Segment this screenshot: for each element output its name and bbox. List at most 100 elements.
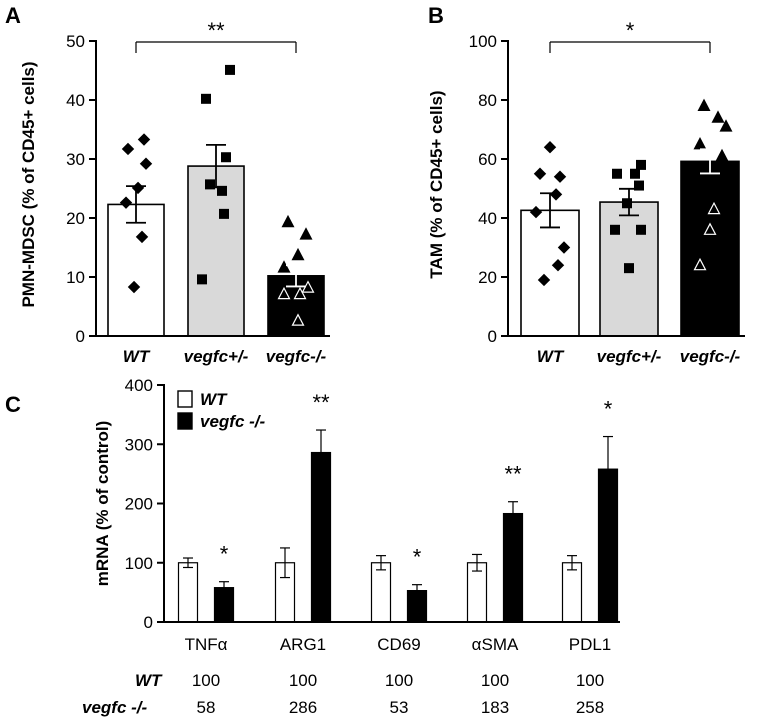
panel-b-y-tick-label: 100 <box>469 32 497 51</box>
panel-c-y-tick-label: 0 <box>144 613 153 632</box>
panel-c-table-row-label: WT <box>135 671 163 690</box>
panel-c-bar-vegfc-ko <box>406 589 428 623</box>
panel-b-data-point <box>636 159 646 170</box>
panel-c-table-cell: 100 <box>289 671 317 690</box>
panel-b-data-point <box>537 273 551 287</box>
panel-a-data-point <box>121 142 135 156</box>
panel-a-data-point <box>219 208 229 219</box>
panel-a-bar <box>107 203 165 337</box>
panel-c-significance: ** <box>504 462 522 487</box>
panel-c-table-cell: 100 <box>576 671 604 690</box>
panel-a-data-point <box>197 274 207 285</box>
panel-a-y-tick-label: 0 <box>76 327 85 346</box>
panel-a-y-tick-label: 10 <box>66 268 85 287</box>
panel-b-data-point <box>715 148 729 162</box>
panel-a-category-label: vegfc+/- <box>184 347 249 366</box>
panel-b-category-label: vegfc+/- <box>597 347 662 366</box>
panel-b-category-label: WT <box>537 347 565 366</box>
panel-c-y-tick-label: 100 <box>125 554 153 573</box>
panel-a-significance: ** <box>207 18 225 43</box>
panel-b-letter: B <box>428 3 444 28</box>
panel-b-data-point <box>624 263 634 274</box>
panel-c-bar-vegfc-ko <box>502 512 524 623</box>
panel-a-y-tick-label: 20 <box>66 209 85 228</box>
panel-a-category-label: vegfc-/- <box>266 347 327 366</box>
panel-b-y-tick-label: 40 <box>478 209 497 228</box>
panel-a-data-point <box>217 185 227 196</box>
panel-c-y-tick-label: 400 <box>125 376 153 395</box>
panel-c-y-tick-label: 300 <box>125 435 153 454</box>
panel-b-data-point <box>610 224 620 235</box>
panel-c-table-cell: 183 <box>481 698 509 717</box>
panel-b-y-tick-label: 20 <box>478 268 497 287</box>
panel-a-data-point <box>225 64 235 75</box>
panel-c-bar-vegfc-ko <box>597 468 619 623</box>
panel-a-data-point <box>281 214 295 228</box>
panel-c-category-label: PDL1 <box>569 635 612 654</box>
panel-c-legend-label: WT <box>200 390 228 409</box>
panel-b-data-point <box>693 136 707 150</box>
panel-b-data-point <box>703 222 717 235</box>
panel-b-data-point <box>543 140 557 154</box>
panel-c-significance: * <box>413 545 422 570</box>
panel-a-data-point <box>139 157 153 170</box>
panel-c-bar-wt <box>370 562 392 623</box>
panel-b-data-point <box>551 258 565 272</box>
panel-a-bar <box>187 165 245 337</box>
panel-c-legend-swatch-ko <box>177 412 193 430</box>
panel-b-y-tick-label: 80 <box>478 91 497 110</box>
panel-c-category-label: CD69 <box>377 635 420 654</box>
panel-a-data-point <box>277 286 291 300</box>
panel-a-data-point <box>137 133 151 146</box>
panel-c-significance: * <box>220 542 229 567</box>
panel-c-category-label: TNFα <box>185 635 228 654</box>
panel-a-category-label: WT <box>123 347 151 366</box>
panel-c-bar-wt <box>561 562 583 623</box>
panel-b-bar <box>520 209 580 337</box>
panel-a-data-point <box>131 181 145 195</box>
panel-a-y-tick-label: 30 <box>66 150 85 169</box>
panel-b-y-axis-title: TAM (% of CD45+ cells) <box>427 90 446 278</box>
panel-c-bar-vegfc-ko <box>310 451 332 623</box>
panel-c-bar-wt <box>177 562 199 623</box>
panel-a-y-axis-title: PMN-MDSC (% of CD45+ cells) <box>19 61 38 307</box>
panel-b-data-point <box>719 119 733 132</box>
panel-c-table-cell: 100 <box>481 671 509 690</box>
panel-b-data-point <box>612 168 622 179</box>
panel-a-data-point <box>299 227 313 240</box>
panel-a-data-point <box>127 280 141 294</box>
panel-c-table-cell: 100 <box>192 671 220 690</box>
panel-c-table-cell: 58 <box>197 698 216 717</box>
panel-b-data-point <box>707 201 721 215</box>
panel-b-data-point <box>557 241 571 254</box>
panel-c-significance: ** <box>312 390 330 415</box>
panel-b-data-point <box>693 257 707 271</box>
panel-a-data-point <box>277 260 291 273</box>
panel-b-data-point <box>553 170 567 183</box>
panel-c-letter: C <box>5 392 21 417</box>
panel-b-significance: * <box>626 18 635 43</box>
panel-b-data-point <box>549 188 563 201</box>
panel-b-bar <box>680 160 740 337</box>
panel-b-data-point <box>529 205 543 219</box>
panel-a-data-point <box>221 152 231 163</box>
panel-c-table-row-label: vegfc -/- <box>82 698 148 717</box>
panel-a-data-point <box>135 230 149 244</box>
panel-b-category-label: vegfc-/- <box>680 347 741 366</box>
panel-b-data-point <box>636 224 646 235</box>
panel-c-bar-vegfc-ko <box>213 587 235 623</box>
panel-b-y-tick-label: 60 <box>478 150 497 169</box>
panel-c-table-cell: 100 <box>385 671 413 690</box>
panel-b-data-point <box>697 98 711 112</box>
panel-b-data-point <box>622 198 632 209</box>
panel-a-data-point <box>291 247 305 261</box>
panel-a-data-point <box>119 196 133 209</box>
panel-c-legend-label: vegfc -/- <box>200 412 266 431</box>
panel-a-data-point <box>291 313 305 326</box>
panel-c-category-label: ARG1 <box>280 635 326 654</box>
panel-c-table-cell: 258 <box>576 698 604 717</box>
panel-c-y-tick-label: 200 <box>125 495 153 514</box>
panel-b-y-tick-label: 0 <box>488 327 497 346</box>
panel-c-category-label: αSMA <box>472 635 519 654</box>
